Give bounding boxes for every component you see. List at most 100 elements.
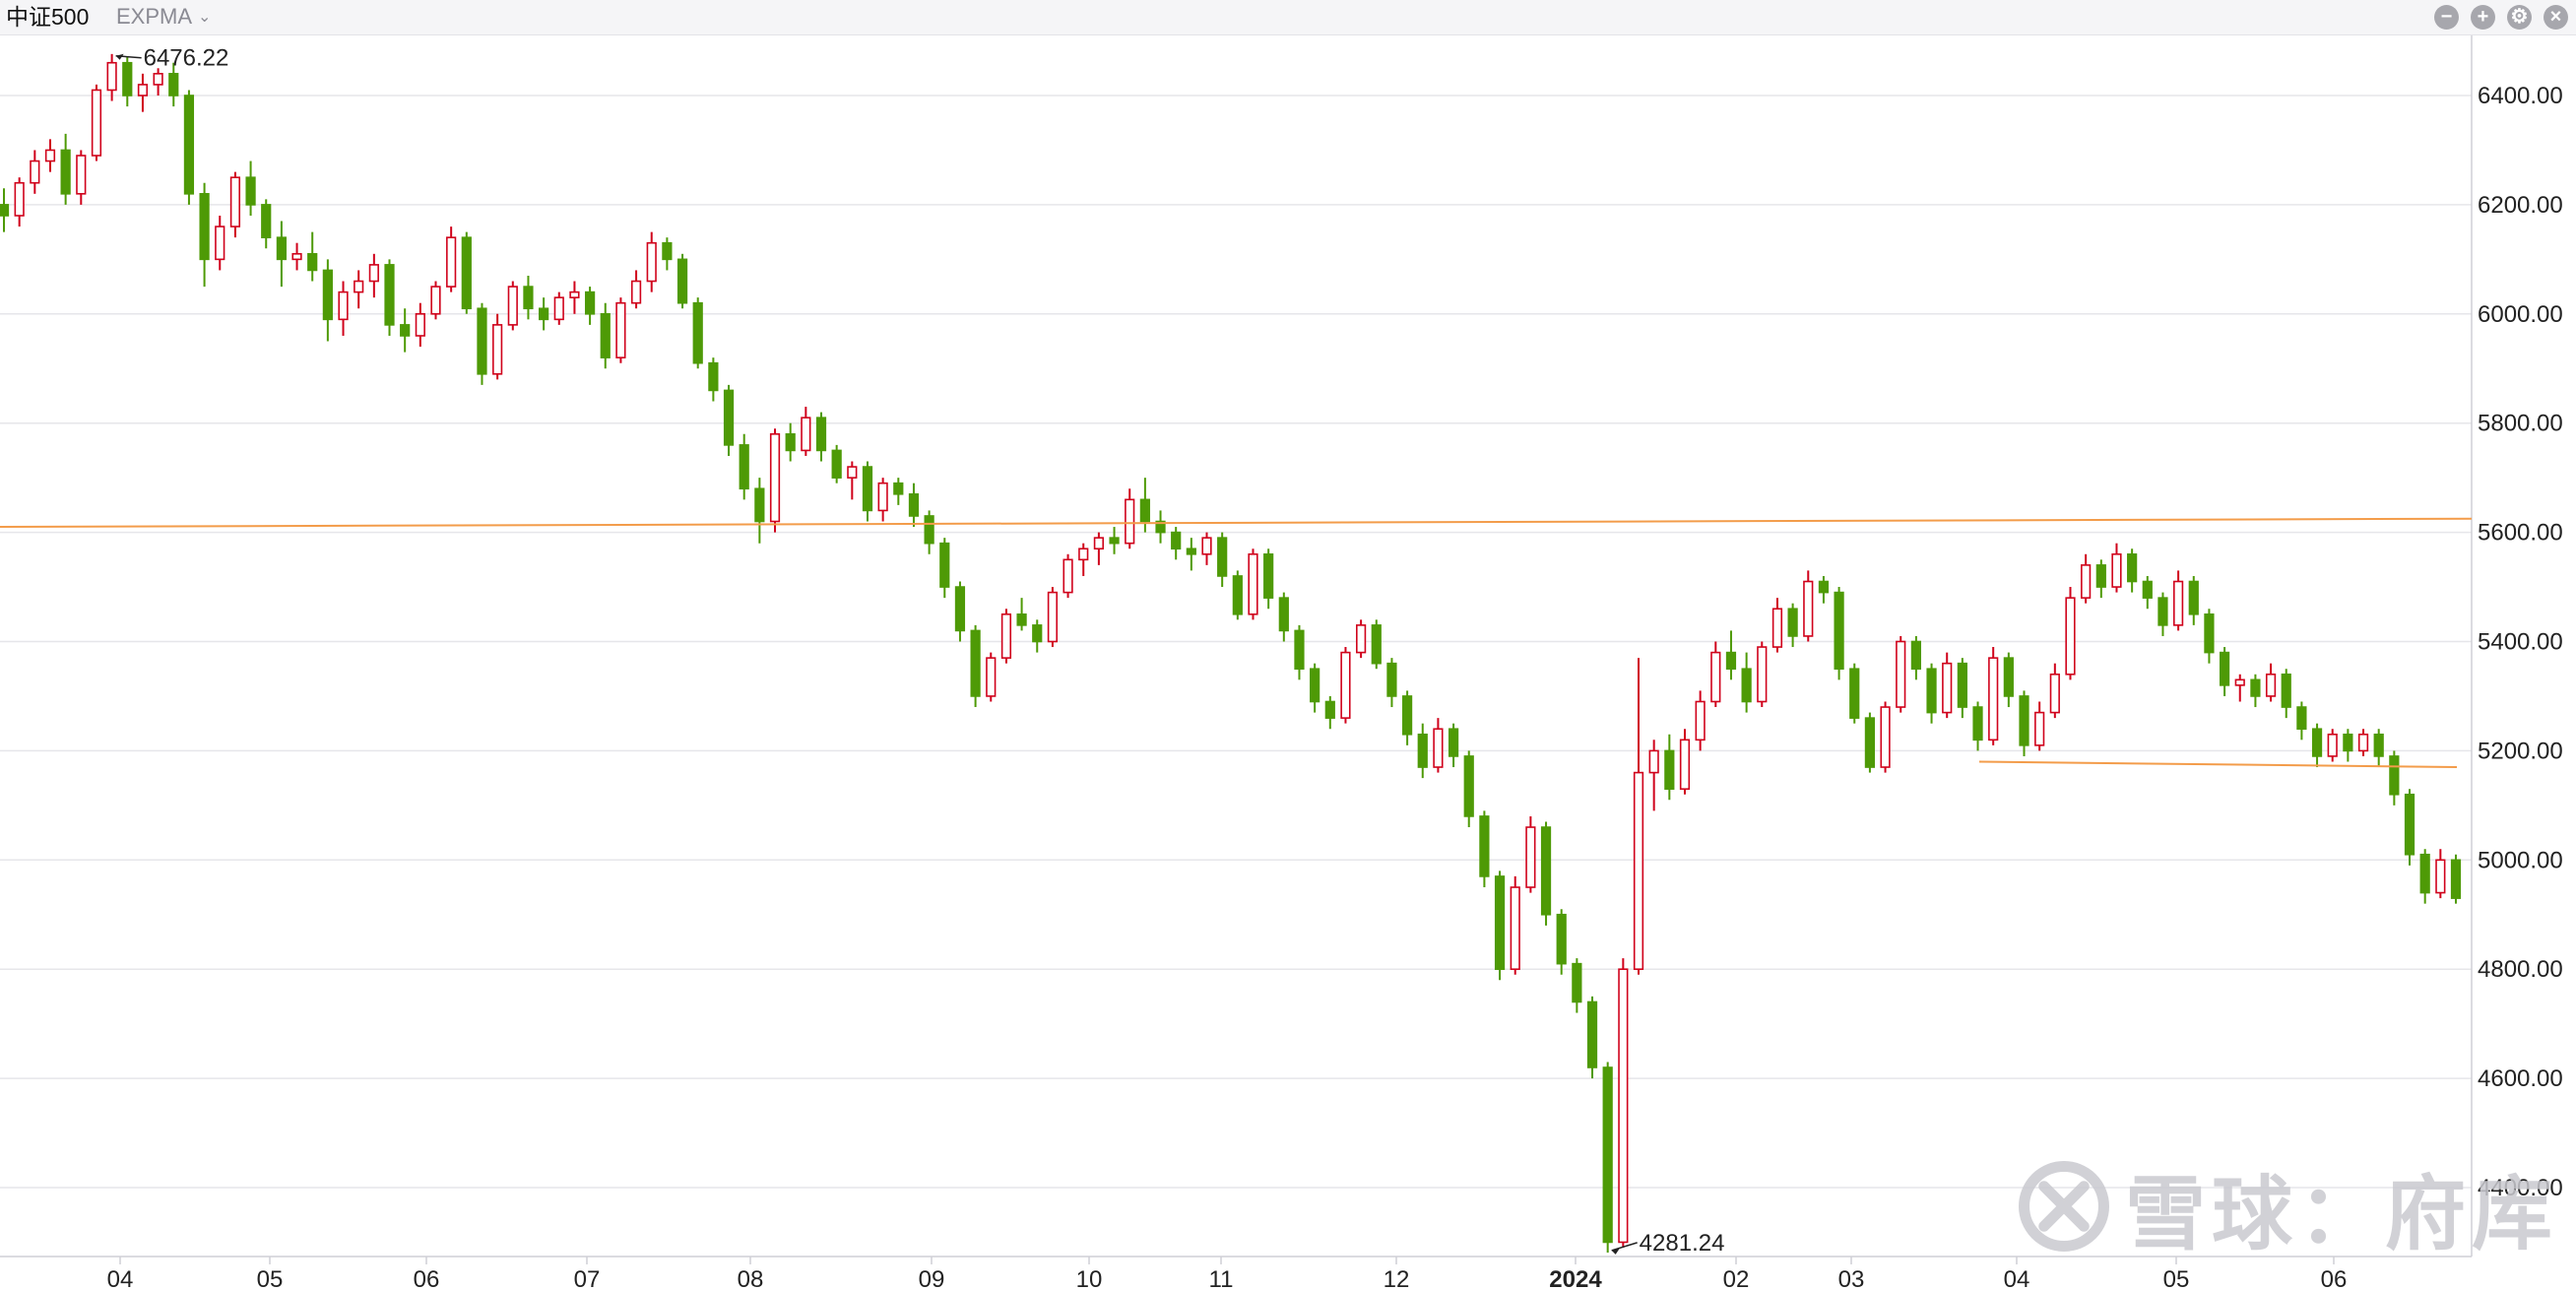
candle-body[interactable] xyxy=(1448,728,1459,757)
candle-body[interactable] xyxy=(322,269,333,321)
candle-body[interactable] xyxy=(2003,657,2014,697)
candle-body[interactable] xyxy=(1093,537,1104,550)
candle-body[interactable] xyxy=(477,307,487,375)
candle-body[interactable] xyxy=(400,324,411,337)
candle-body[interactable] xyxy=(615,301,626,358)
candle-body[interactable] xyxy=(600,312,611,358)
candle-body[interactable] xyxy=(1232,575,1243,615)
candle-body[interactable] xyxy=(368,264,379,283)
candle-body[interactable] xyxy=(1725,651,1737,671)
candle-body[interactable] xyxy=(1942,662,1953,714)
candle-body[interactable] xyxy=(106,61,117,92)
candle-body[interactable] xyxy=(1248,552,1258,615)
candle-body[interactable] xyxy=(1278,597,1289,632)
candle-body[interactable] xyxy=(2419,853,2430,894)
candle-body[interactable] xyxy=(847,466,858,479)
candle-body[interactable] xyxy=(877,482,888,512)
candle-body[interactable] xyxy=(2311,728,2323,757)
candle-body[interactable] xyxy=(646,241,657,283)
candle-body[interactable] xyxy=(1171,531,1182,550)
candle-body[interactable] xyxy=(831,449,842,479)
candle-body[interactable] xyxy=(754,487,765,523)
candle-body[interactable] xyxy=(1417,733,1428,768)
candle-body[interactable] xyxy=(539,307,549,321)
candle-body[interactable] xyxy=(183,95,195,195)
candle-body[interactable] xyxy=(2389,755,2400,796)
candle-body[interactable] xyxy=(1294,629,1305,671)
candle-body[interactable] xyxy=(168,73,179,97)
candle-body[interactable] xyxy=(1572,962,1582,1003)
candle-body[interactable] xyxy=(893,482,904,495)
candle-body[interactable] xyxy=(2357,733,2369,752)
candle-body[interactable] xyxy=(2265,673,2277,697)
candle-body[interactable] xyxy=(1679,739,1691,791)
candle-body[interactable] xyxy=(1540,826,1552,916)
candle-body[interactable] xyxy=(553,296,564,321)
candle-body[interactable] xyxy=(338,290,349,321)
candle-body[interactable] xyxy=(1109,537,1120,545)
candle-body[interactable] xyxy=(1926,668,1937,714)
candle-body[interactable] xyxy=(1433,728,1444,768)
candle-body[interactable] xyxy=(1047,591,1059,643)
candle-body[interactable] xyxy=(1972,706,1983,742)
trendline[interactable] xyxy=(0,517,2473,529)
trendline[interactable] xyxy=(1978,760,2458,769)
candle-body[interactable] xyxy=(1386,662,1397,697)
candle-body[interactable] xyxy=(1803,580,1814,637)
candle-body[interactable] xyxy=(785,432,796,452)
candle-body[interactable] xyxy=(1849,668,1860,719)
candle-body[interactable] xyxy=(2219,651,2230,686)
candle-body[interactable] xyxy=(723,389,735,446)
candle-body[interactable] xyxy=(291,253,302,261)
candle-body[interactable] xyxy=(1910,640,1921,671)
candle-body[interactable] xyxy=(739,444,749,490)
indicator-dropdown[interactable]: EXPMA ⌄ xyxy=(116,2,211,32)
candle-body[interactable] xyxy=(2343,733,2353,752)
candle-body[interactable] xyxy=(76,155,87,195)
candle-body[interactable] xyxy=(924,515,934,545)
candle-body[interactable] xyxy=(801,417,811,452)
zoom-in-button[interactable]: + xyxy=(2471,5,2495,30)
candle-body[interactable] xyxy=(461,236,472,310)
candle-body[interactable] xyxy=(769,432,781,523)
candle-body[interactable] xyxy=(939,542,950,588)
candle-body[interactable] xyxy=(1139,498,1150,523)
candle-body[interactable] xyxy=(2081,564,2092,599)
candle-body[interactable] xyxy=(569,290,580,298)
candle-body[interactable] xyxy=(2435,859,2446,894)
candle-body[interactable] xyxy=(2049,673,2060,714)
candle-body[interactable] xyxy=(1695,700,1706,742)
candle-body[interactable] xyxy=(1217,537,1228,577)
candle-body[interactable] xyxy=(2019,695,2029,746)
candle-body[interactable] xyxy=(14,181,25,217)
candle-body[interactable] xyxy=(2296,706,2307,731)
zoom-out-button[interactable]: − xyxy=(2434,5,2459,30)
candle-body[interactable] xyxy=(1401,695,1413,736)
candle-body[interactable] xyxy=(2142,580,2153,599)
candle-body[interactable] xyxy=(1201,537,1212,555)
candle-body[interactable] xyxy=(662,241,673,261)
candle-body[interactable] xyxy=(815,417,827,452)
candle-body[interactable] xyxy=(492,324,503,375)
candle-body[interactable] xyxy=(0,204,10,217)
candle-body[interactable] xyxy=(1155,520,1166,534)
candle-body[interactable] xyxy=(2065,597,2076,676)
candle-body[interactable] xyxy=(1356,624,1367,654)
candle-body[interactable] xyxy=(2281,673,2291,708)
candle-body[interactable] xyxy=(1586,1000,1598,1068)
candle-body[interactable] xyxy=(908,492,920,517)
candle-body[interactable] xyxy=(2111,552,2122,588)
candlestick-chart[interactable]: 6400.00 6200.00 6000.00 5800.00 5600.00 5400.… xyxy=(0,35,2576,1290)
candle-body[interactable] xyxy=(1186,548,1196,555)
candle-body[interactable] xyxy=(1340,651,1351,719)
candle-body[interactable] xyxy=(1263,552,1274,599)
candle-body[interactable] xyxy=(1741,668,1752,703)
candle-body[interactable] xyxy=(245,176,256,206)
candle-body[interactable] xyxy=(2173,580,2184,626)
candle-body[interactable] xyxy=(446,236,457,288)
candle-body[interactable] xyxy=(2404,793,2415,856)
candle-body[interactable] xyxy=(2204,613,2215,654)
candle-body[interactable] xyxy=(523,286,534,310)
candle-body[interactable] xyxy=(1664,749,1675,791)
candle-body[interactable] xyxy=(1864,717,1876,768)
